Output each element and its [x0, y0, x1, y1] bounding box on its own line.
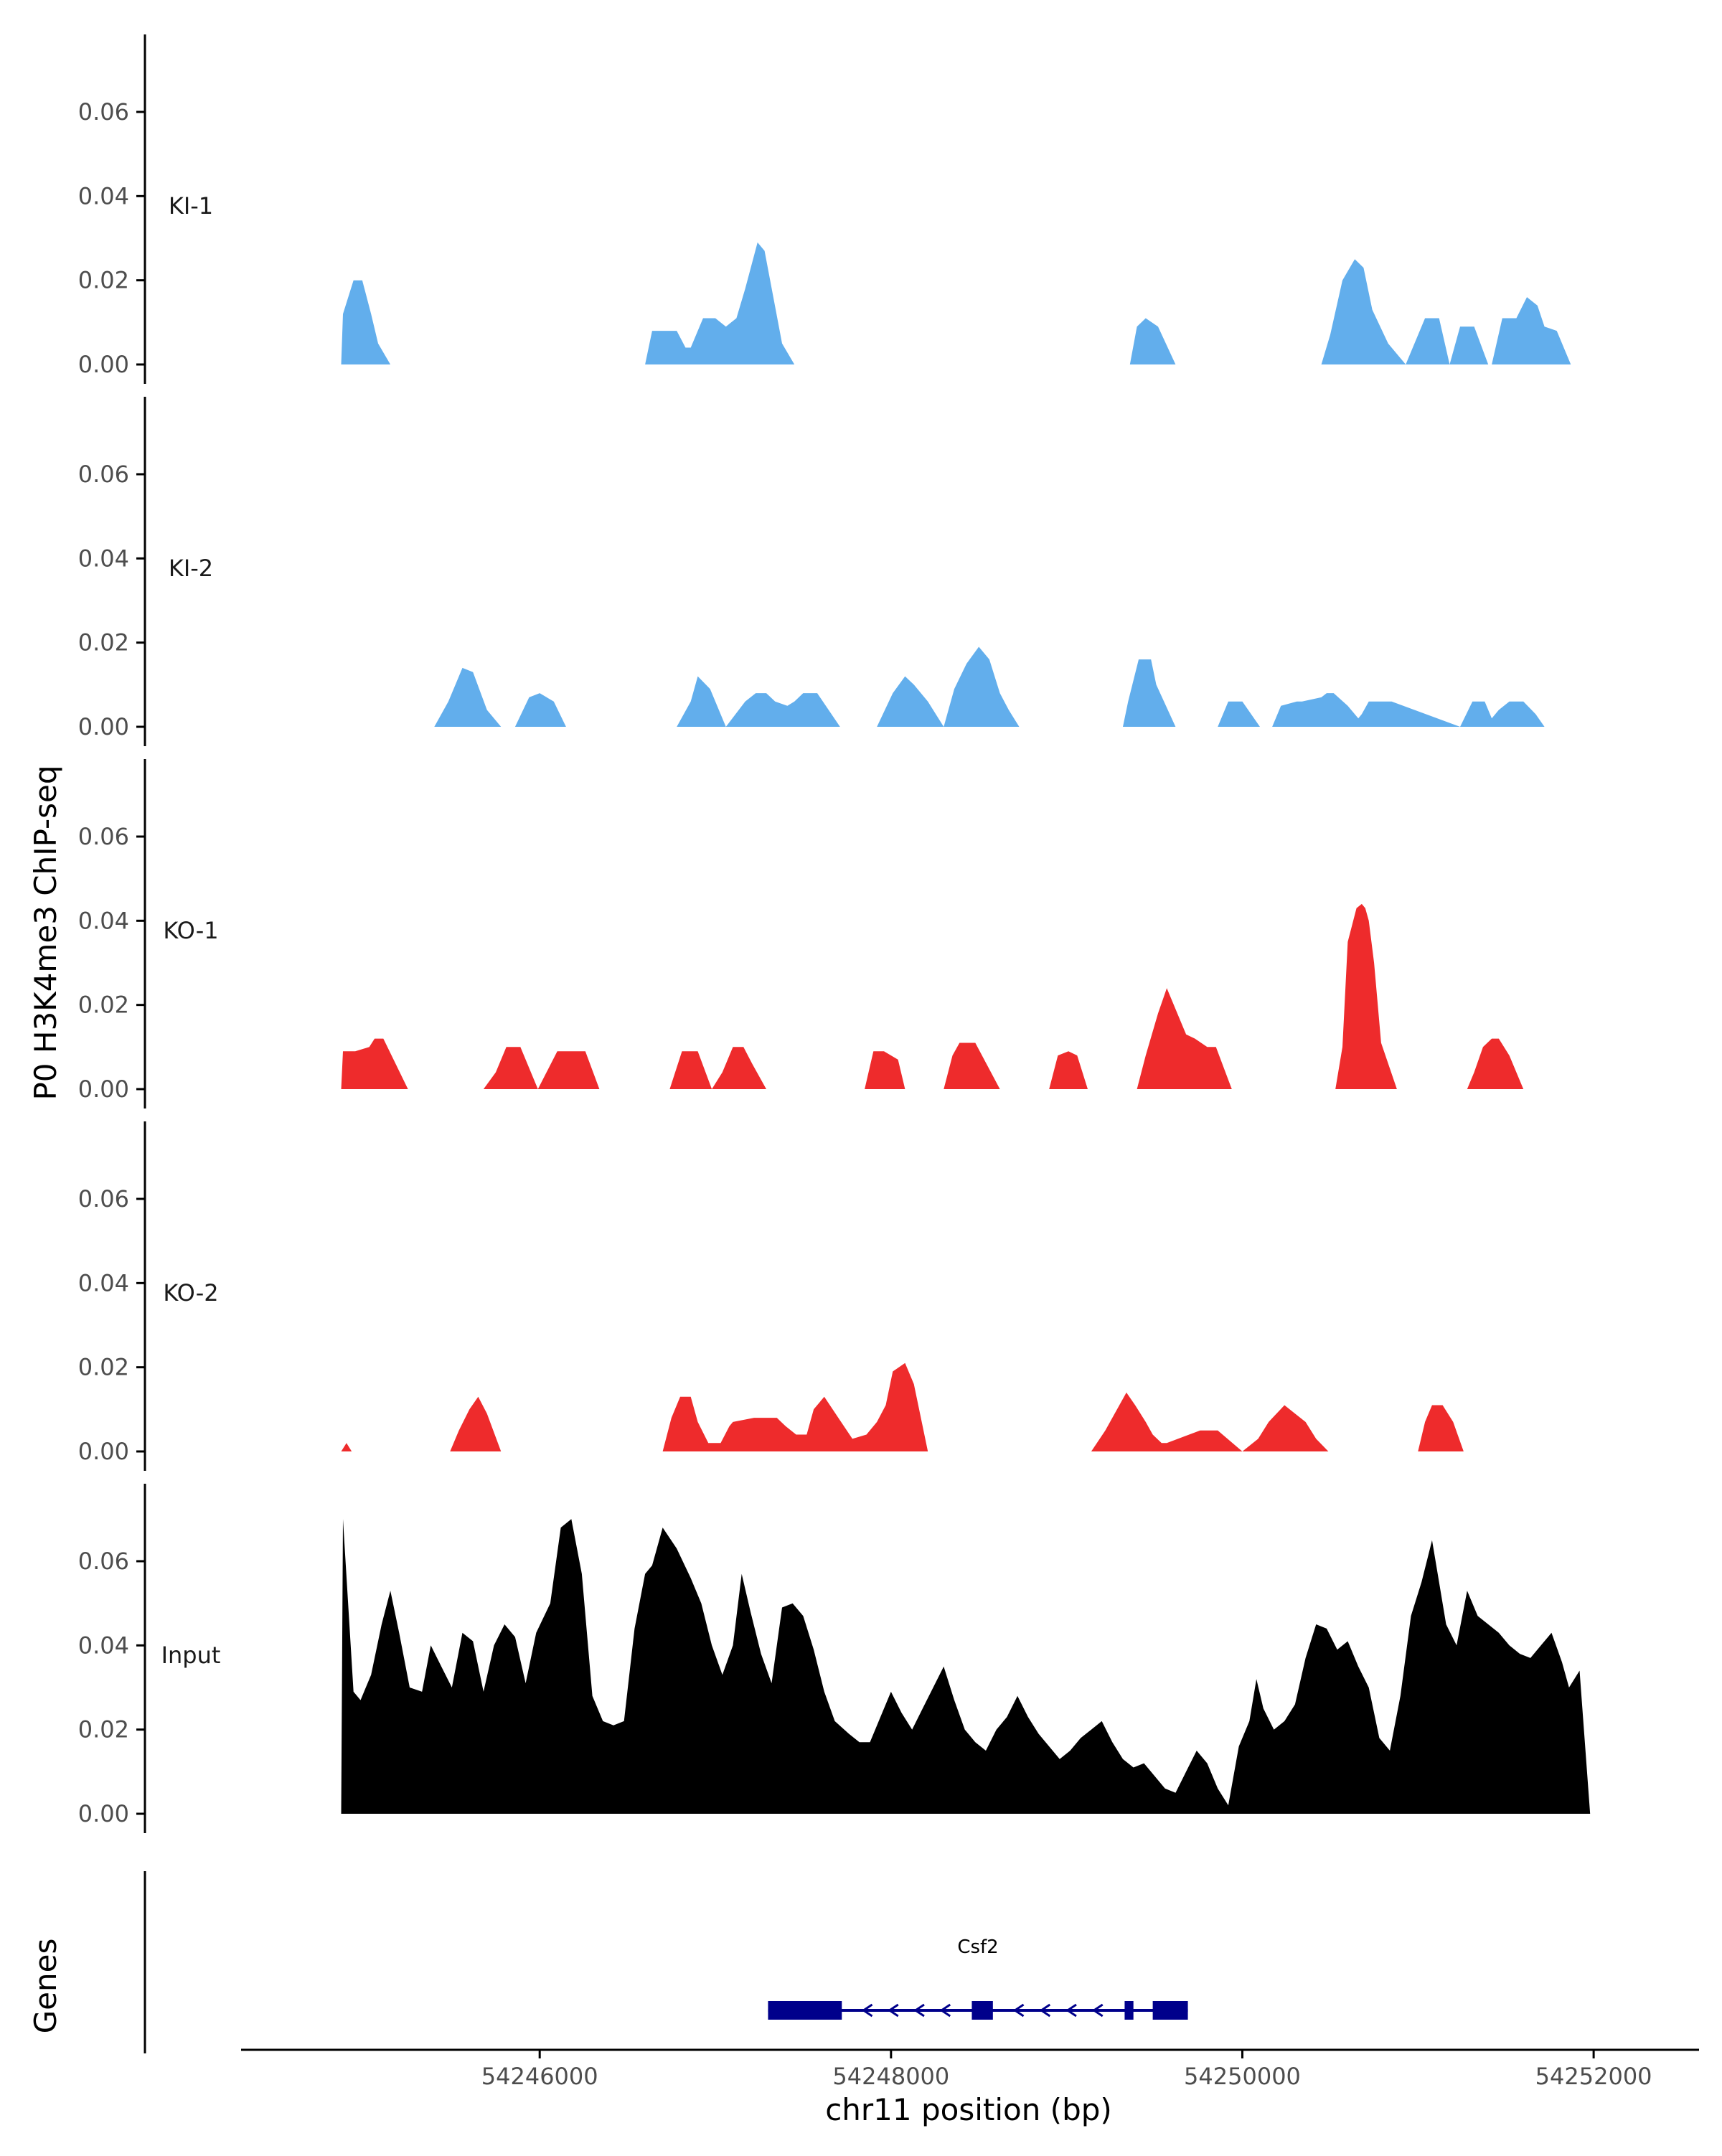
signal-area-ko-2	[341, 1362, 1464, 1451]
track-label-input: Input	[161, 1642, 221, 1669]
y-tick-label: 0.00	[78, 713, 129, 740]
signal-area-ki-2	[434, 646, 1553, 727]
y-axis-title: P0 H3K4me3 ChIP-seq	[28, 765, 63, 1100]
gene-exon	[1124, 2001, 1134, 2020]
y-tick-label: 0.02	[78, 1716, 129, 1743]
y-tick-label: 0.04	[78, 545, 129, 572]
y-tick-label: 0.06	[78, 98, 129, 126]
x-tick-label: 54250000	[1184, 2063, 1301, 2090]
y-tick-label: 0.06	[78, 823, 129, 850]
gene-exon	[1152, 2001, 1188, 2020]
gene-exon	[768, 2001, 842, 2020]
strand-arrow	[1092, 2003, 1104, 2018]
x-axis-title: chr11 position (bp)	[825, 2092, 1112, 2127]
strand-arrow	[939, 2003, 951, 2018]
y-tick-label: 0.06	[78, 461, 129, 488]
signal-area-ko-1	[341, 903, 1524, 1089]
x-tick-label: 54252000	[1535, 2063, 1652, 2090]
y-tick-label: 0.00	[78, 1800, 129, 1827]
y-tick-label: 0.06	[78, 1185, 129, 1213]
y-tick-label: 0.02	[78, 629, 129, 656]
strand-arrow	[888, 2003, 899, 2018]
strand-arrow	[1012, 2003, 1025, 2018]
track-label-ki-2: KI-2	[169, 555, 213, 582]
y-tick-label: 0.02	[78, 1354, 129, 1381]
track-panel-ki-1: 0.00 0.02 0.04 0.06 KI-1	[78, 34, 1604, 384]
genes-track-title: Genes	[28, 1939, 63, 2034]
x-tick-label: 54246000	[481, 2063, 598, 2090]
track-panel-ko-1: 0.00 0.02 0.04 0.06 KO-1	[78, 759, 1524, 1108]
gene-csf2: Csf2	[768, 1936, 1188, 2020]
y-tick-label: 0.06	[78, 1548, 129, 1575]
track-panel-input: 0.00 0.02 0.04 0.06 Input	[78, 1484, 1606, 1833]
tracks-layer: 0.00 0.02 0.04 0.06 KI-1 0.00 0.02 0.04 0.06 KI-2…	[78, 34, 1606, 1833]
track-label-ko-2: KO-2	[163, 1279, 218, 1307]
signal-area-input	[341, 1519, 1606, 1814]
genes-layer: Csf2	[144, 1871, 1188, 2053]
y-tick-label: 0.04	[78, 907, 129, 934]
y-tick-label: 0.04	[78, 182, 129, 210]
y-tick-label: 0.04	[78, 1269, 129, 1296]
strand-arrow	[913, 2003, 925, 2018]
y-tick-label: 0.02	[78, 992, 129, 1019]
y-tick-label: 0.04	[78, 1632, 129, 1659]
track-panel-ko-2: 0.00 0.02 0.04 0.06 KO-2	[78, 1121, 1464, 1471]
strand-arrow	[861, 2003, 873, 2018]
gene-exon	[971, 2001, 993, 2020]
gene-label: Csf2	[957, 1936, 998, 1958]
track-label-ko-1: KO-1	[163, 917, 218, 944]
signal-area-ki-1	[341, 242, 1604, 364]
y-tick-label: 0.02	[78, 267, 129, 294]
x-tick-label: 54248000	[832, 2063, 949, 2090]
y-tick-label: 0.00	[78, 1075, 129, 1103]
strand-arrow	[1065, 2003, 1077, 2018]
track-panel-ki-2: 0.00 0.02 0.04 0.06 KI-2	[78, 397, 1553, 746]
y-tick-label: 0.00	[78, 351, 129, 378]
strand-arrow	[1039, 2003, 1051, 2018]
y-tick-label: 0.00	[78, 1438, 129, 1465]
x-axis: 54246000 54248000 54250000 54252000	[241, 2048, 1699, 2090]
track-label-ki-1: KI-1	[169, 192, 213, 220]
